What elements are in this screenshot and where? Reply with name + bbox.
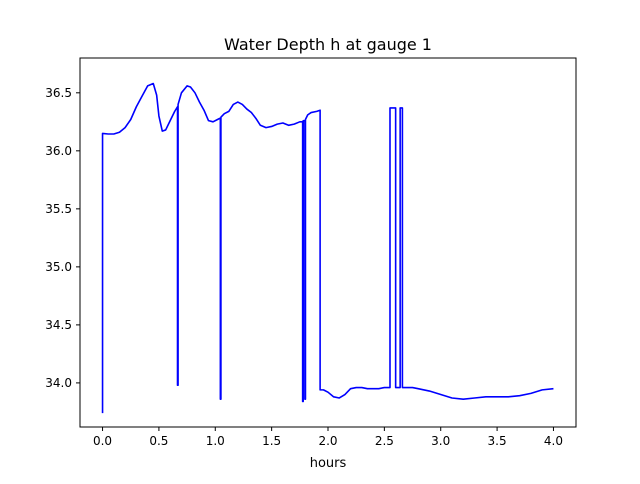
x-axis-label: hours xyxy=(310,456,347,471)
x-tick-label: 4.0 xyxy=(544,434,563,448)
x-tick-label: 2.0 xyxy=(318,434,337,448)
y-tick-label: 35.0 xyxy=(45,260,72,274)
y-tick-label: 36.0 xyxy=(45,144,72,158)
y-tick-label: 36.5 xyxy=(45,86,72,100)
x-tick-label: 3.0 xyxy=(431,434,450,448)
plot-frame xyxy=(79,57,577,428)
y-tick-label: 35.5 xyxy=(45,202,72,216)
axis-ticks: 0.0 0.5 1.0 1.5 2.0 2.5 3.0 3.5 4.0 34.0 34.5 35.0 3… xyxy=(45,86,563,448)
x-tick-label: 3.5 xyxy=(488,434,507,448)
chart-title: Water Depth h at gauge 1 xyxy=(224,35,432,54)
y-tick-label: 34.5 xyxy=(45,318,72,332)
x-tick-label: 1.5 xyxy=(262,434,281,448)
series-line-1 xyxy=(101,82,554,414)
series-layer xyxy=(101,82,554,414)
x-tick-label: 2.5 xyxy=(375,434,394,448)
x-tick-label: 0.5 xyxy=(149,434,168,448)
x-tick-label: 0.0 xyxy=(93,434,112,448)
x-tick-label: 1.0 xyxy=(206,434,225,448)
y-tick-label: 34.0 xyxy=(45,376,72,390)
